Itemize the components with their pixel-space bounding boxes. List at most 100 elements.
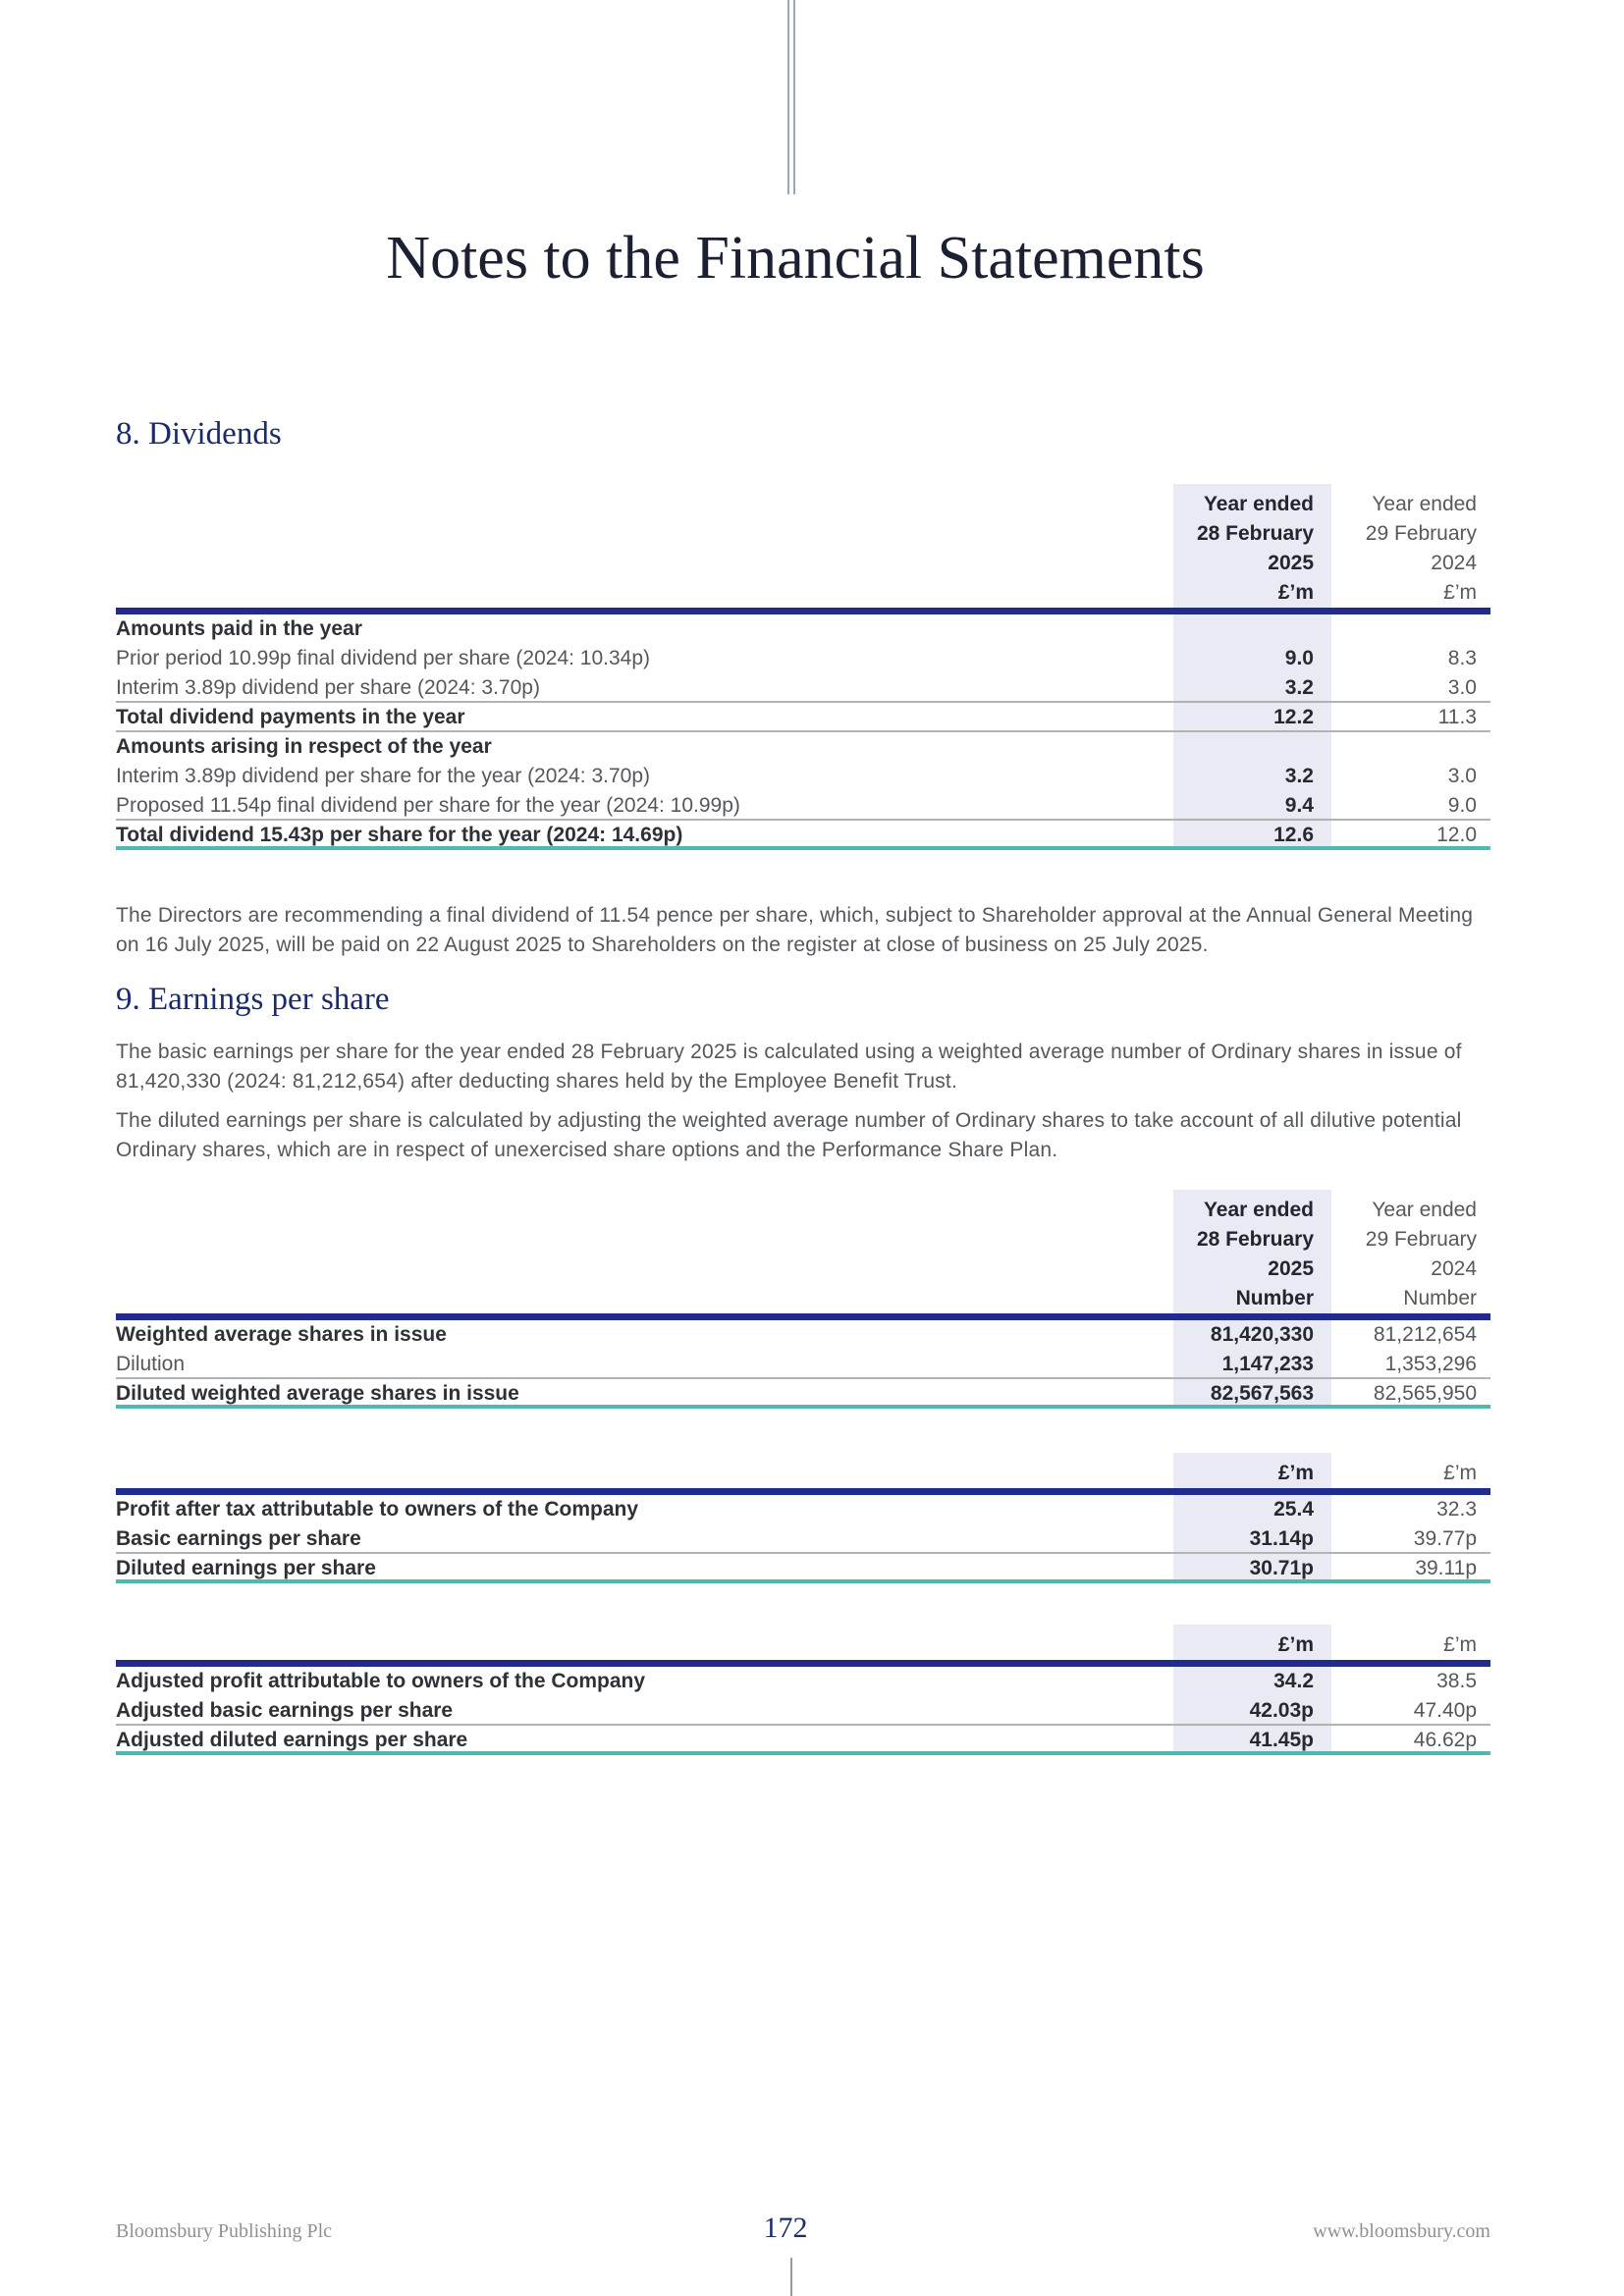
table-row: Dilution 1,147,233 1,353,296 bbox=[116, 1350, 1490, 1379]
table-row: Amounts paid in the year bbox=[116, 614, 1490, 644]
column-header-prior-year: Year ended 29 February 2024 £’m bbox=[1331, 484, 1490, 608]
column-header-current-year: £’m bbox=[1173, 1625, 1331, 1660]
value-current-year: 31.14p bbox=[1173, 1524, 1331, 1552]
header-line: £’m bbox=[1443, 1633, 1477, 1656]
value-prior-year: 1,353,296 bbox=[1384, 1353, 1477, 1375]
top-center-divider-line bbox=[787, 0, 795, 194]
value-prior-year: 9.0 bbox=[1447, 794, 1477, 817]
header-line: 28 February bbox=[1196, 522, 1314, 545]
value-prior-year: 8.3 bbox=[1447, 647, 1477, 669]
footer-company: Bloomsbury Publishing Plc bbox=[116, 2220, 333, 2242]
header-line: 28 February bbox=[1196, 1228, 1314, 1251]
row-label: Proposed 11.54p final dividend per share… bbox=[116, 794, 740, 817]
row-label: Adjusted profit attributable to owners o… bbox=[116, 1670, 646, 1692]
value-prior-year bbox=[1331, 614, 1490, 644]
table-row: Adjusted basic earnings per share 42.03p… bbox=[116, 1696, 1490, 1726]
row-label: Dilution bbox=[116, 1353, 186, 1375]
header-spacer bbox=[116, 484, 1173, 608]
dividends-paragraph: The Directors are recommending a final d… bbox=[116, 904, 1474, 956]
column-header-current-year: Year ended 28 February 2025 Number bbox=[1173, 1190, 1331, 1313]
footer-website: www.bloomsbury.com bbox=[1313, 2220, 1490, 2242]
value-current-year: 25.4 bbox=[1173, 1495, 1331, 1524]
table-row: Proposed 11.54p final dividend per share… bbox=[116, 791, 1490, 821]
value-current-year: 41.45p bbox=[1173, 1726, 1331, 1751]
value-prior-year: 39.11p bbox=[1415, 1557, 1477, 1579]
value-current-year bbox=[1173, 614, 1331, 644]
row-label: Interim 3.89p dividend per share for the… bbox=[116, 765, 650, 787]
header-line: 29 February bbox=[1365, 1228, 1477, 1251]
header-spacer bbox=[116, 1190, 1173, 1313]
table-row: Interim 3.89p dividend per share for the… bbox=[116, 762, 1490, 791]
table-row: Amounts arising in respect of the year bbox=[116, 732, 1490, 762]
dividends-table-header: Year ended 28 February 2025 £’m Year end… bbox=[116, 484, 1490, 614]
value-current-year: 34.2 bbox=[1173, 1667, 1331, 1696]
header-line: 2025 bbox=[1268, 1257, 1314, 1280]
header-line: £’m bbox=[1277, 1462, 1314, 1484]
header-line: Number bbox=[1235, 1287, 1314, 1309]
eps-table-header: £’m £’m bbox=[116, 1453, 1490, 1495]
header-line: Number bbox=[1403, 1287, 1477, 1309]
row-label: Diluted weighted average shares in issue bbox=[116, 1382, 519, 1405]
table-row: Diluted earnings per share 30.71p 39.11p bbox=[116, 1554, 1490, 1583]
header-line: 2024 bbox=[1431, 552, 1477, 574]
column-header-prior-year: £’m bbox=[1331, 1453, 1490, 1488]
eps-table: £’m £’m Profit after tax attributable to… bbox=[116, 1453, 1490, 1583]
column-header-prior-year: £’m bbox=[1331, 1625, 1490, 1660]
value-current-year: 3.2 bbox=[1173, 762, 1331, 791]
row-label: Adjusted basic earnings per share bbox=[116, 1699, 454, 1722]
page-title: Notes to the Financial Statements bbox=[386, 225, 1205, 292]
header-line: 2024 bbox=[1431, 1257, 1477, 1280]
row-label: Amounts paid in the year bbox=[116, 617, 362, 640]
value-current-year: 42.03p bbox=[1173, 1696, 1331, 1724]
adjusted-eps-table-header: £’m £’m bbox=[116, 1625, 1490, 1667]
table-row: Total dividend 15.43p per share for the … bbox=[116, 821, 1490, 850]
value-current-year: 12.2 bbox=[1173, 703, 1331, 730]
row-label: Total dividend 15.43p per share for the … bbox=[116, 824, 683, 846]
footer-page-number: 172 bbox=[763, 2212, 808, 2244]
value-prior-year: 12.0 bbox=[1436, 824, 1477, 846]
header-line: 2025 bbox=[1268, 552, 1314, 574]
section-heading-earnings-per-share: 9. Earnings per share bbox=[116, 982, 390, 1017]
table-row: Adjusted profit attributable to owners o… bbox=[116, 1667, 1490, 1696]
value-prior-year: 39.77p bbox=[1413, 1527, 1477, 1550]
row-label: Amounts arising in respect of the year bbox=[116, 735, 492, 758]
value-prior-year: 11.3 bbox=[1437, 706, 1477, 728]
value-prior-year: 46.62p bbox=[1413, 1729, 1477, 1751]
row-label: Interim 3.89p dividend per share (2024: … bbox=[116, 676, 540, 699]
table-row: Total dividend payments in the year 12.2… bbox=[116, 703, 1490, 732]
bottom-center-divider-line bbox=[790, 2258, 792, 2296]
row-label: Total dividend payments in the year bbox=[116, 706, 465, 728]
table-row: Adjusted diluted earnings per share 41.4… bbox=[116, 1726, 1490, 1755]
header-line: Year ended bbox=[1203, 1199, 1314, 1221]
value-current-year bbox=[1173, 732, 1331, 762]
row-label: Profit after tax attributable to owners … bbox=[116, 1498, 639, 1521]
header-spacer bbox=[116, 1625, 1173, 1660]
value-prior-year: 3.0 bbox=[1447, 676, 1477, 699]
dividends-table: Year ended 28 February 2025 £’m Year end… bbox=[116, 484, 1490, 850]
value-current-year: 12.6 bbox=[1173, 821, 1331, 846]
value-prior-year: 47.40p bbox=[1413, 1699, 1477, 1722]
header-line: Year ended bbox=[1372, 1199, 1477, 1221]
header-line: £’m bbox=[1443, 581, 1477, 604]
shares-table-header: Year ended 28 February 2025 Number Year … bbox=[116, 1190, 1490, 1320]
value-current-year: 30.71p bbox=[1173, 1554, 1331, 1579]
row-label: Basic earnings per share bbox=[116, 1527, 361, 1550]
value-prior-year: 81,212,654 bbox=[1373, 1323, 1477, 1346]
value-current-year: 9.0 bbox=[1173, 644, 1331, 673]
eps-paragraph-basic: The basic earnings per share for the yea… bbox=[116, 1041, 1462, 1093]
header-line: £’m bbox=[1277, 1633, 1314, 1656]
section-heading-dividends: 8. Dividends bbox=[116, 416, 282, 452]
value-prior-year: 38.5 bbox=[1436, 1670, 1477, 1692]
table-row: Interim 3.89p dividend per share (2024: … bbox=[116, 673, 1490, 703]
shares-in-issue-table: Year ended 28 February 2025 Number Year … bbox=[116, 1190, 1490, 1409]
table-row: Weighted average shares in issue 81,420,… bbox=[116, 1320, 1490, 1350]
row-label: Weighted average shares in issue bbox=[116, 1323, 447, 1346]
table-row: Basic earnings per share 31.14p 39.77p bbox=[116, 1524, 1490, 1554]
header-line: £’m bbox=[1443, 1462, 1477, 1484]
value-prior-year: 32.3 bbox=[1436, 1498, 1477, 1521]
header-line: Year ended bbox=[1372, 493, 1477, 515]
header-spacer bbox=[116, 1453, 1173, 1488]
header-line: Year ended bbox=[1203, 493, 1314, 515]
column-header-current-year: £’m bbox=[1173, 1453, 1331, 1488]
